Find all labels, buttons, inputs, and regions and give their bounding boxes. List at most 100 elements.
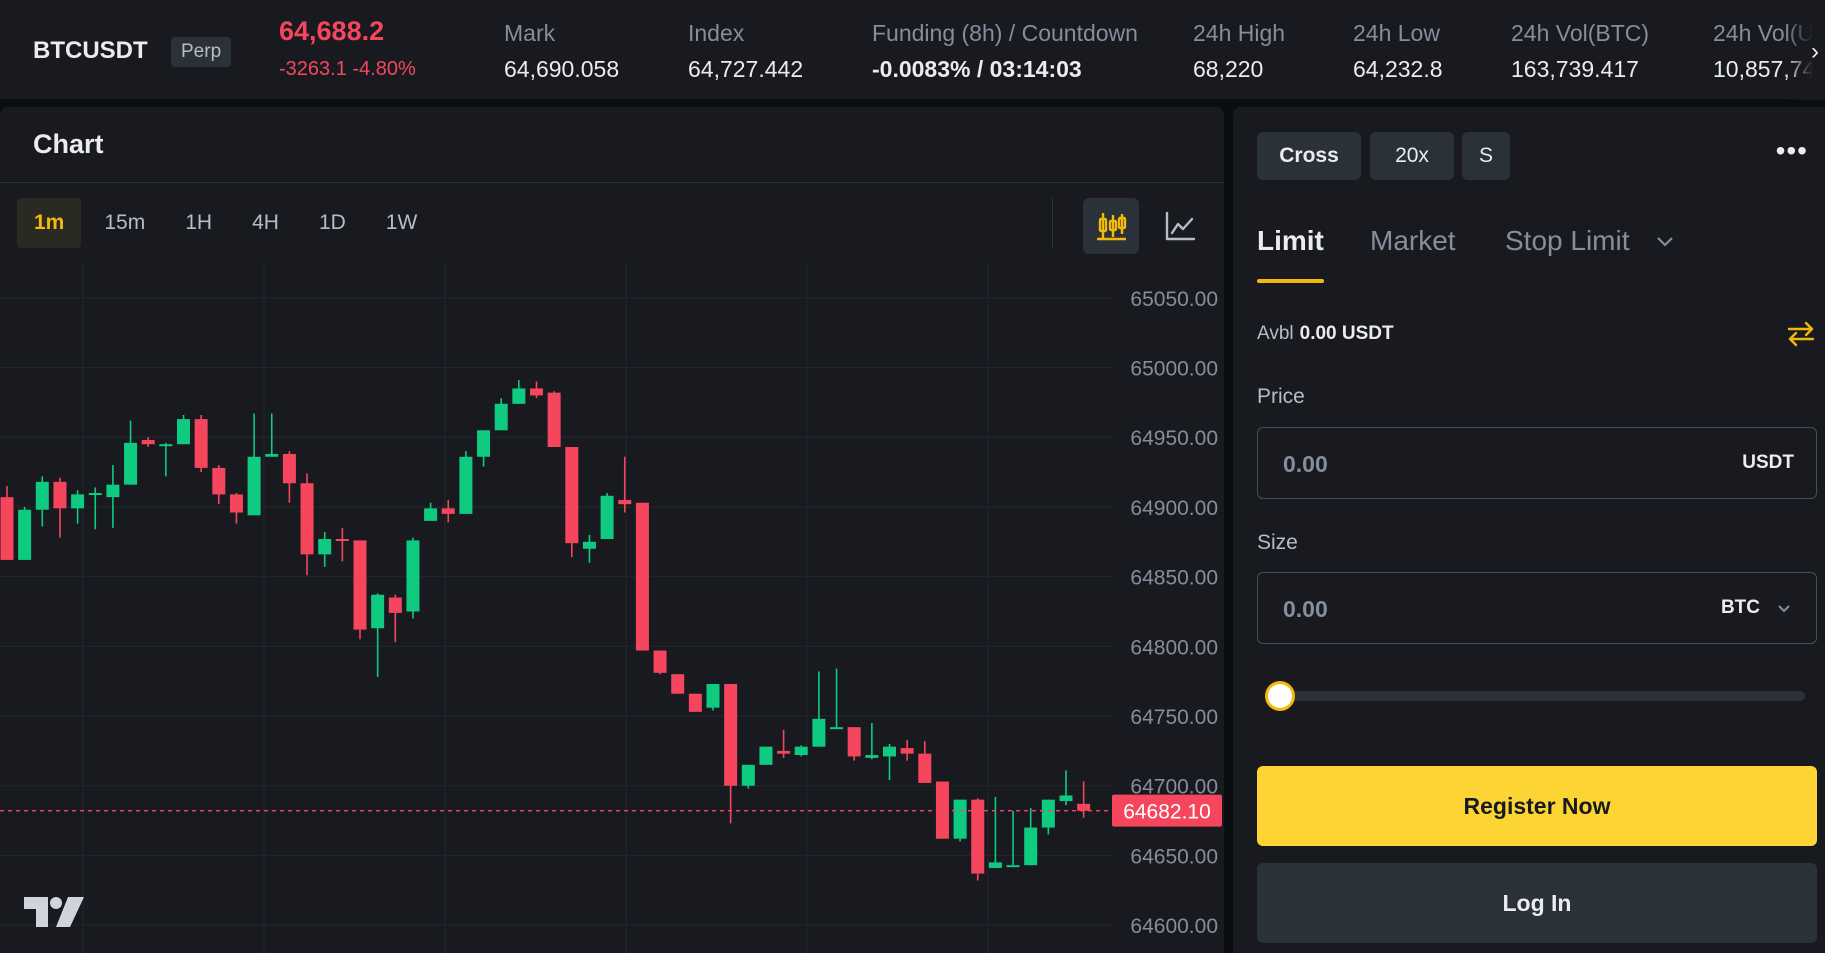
candle-body <box>724 683 738 786</box>
stat-value: -0.0083% / 03:14:03 <box>872 56 1082 82</box>
candle-body <box>159 444 173 447</box>
symbol-name[interactable]: BTCUSDT <box>33 37 148 64</box>
tab-limit[interactable]: Limit <box>1257 225 1324 256</box>
stat-label: 24h Low <box>1353 20 1440 46</box>
price-unit: USDT <box>1742 452 1794 473</box>
stat-label: 24h High <box>1193 20 1286 46</box>
candle-body <box>512 388 526 404</box>
stat-label: 24h Vol(BTC) <box>1511 20 1650 46</box>
tab-market[interactable]: Market <box>1370 225 1456 256</box>
candle-body <box>335 539 349 541</box>
candle-body <box>282 453 296 484</box>
margin-mode-button[interactable]: Cross <box>1257 132 1361 180</box>
last-price: 64,688.2 <box>279 16 385 46</box>
stat-mark: Mark 64,690.058 <box>504 20 619 83</box>
candle-body <box>247 456 261 516</box>
candlestick-chart-button[interactable] <box>1083 198 1139 254</box>
stat-funding: Funding (8h) / Countdown -0.0083% / 03:1… <box>872 20 1138 83</box>
y-tick-label: 64850.00 <box>1130 567 1218 590</box>
interval-1d[interactable]: 1D <box>318 211 346 234</box>
candle-body <box>635 502 649 651</box>
candle-body <box>883 746 896 757</box>
candle-body <box>618 499 632 505</box>
candle-body <box>53 481 67 509</box>
transfer-icon[interactable] <box>1785 318 1817 350</box>
candle-body <box>71 494 85 509</box>
y-tick-label: 64950.00 <box>1130 427 1218 450</box>
candle-body <box>900 748 914 754</box>
y-tick-label: 65000.00 <box>1130 358 1218 381</box>
candle-body <box>88 493 102 495</box>
stat-index: Index 64,727.442 <box>688 20 803 83</box>
chart-title: Chart <box>33 129 104 159</box>
avbl-label: Avbl <box>1257 323 1294 344</box>
candle-body <box>582 541 596 549</box>
size-unit-select[interactable]: BTC <box>1720 597 1760 618</box>
candle-body <box>0 497 14 560</box>
interval-1w[interactable]: 1W <box>385 211 418 234</box>
position-mode-button[interactable]: S <box>1462 132 1510 180</box>
candle-body <box>547 392 561 447</box>
candle-body <box>406 540 420 612</box>
candle-body <box>35 481 49 510</box>
line-chart-button[interactable] <box>1152 198 1208 254</box>
register-button[interactable]: Register Now <box>1257 766 1817 846</box>
current-price-label: 64682.10 <box>1123 801 1211 824</box>
candle-body <box>477 430 491 457</box>
interval-15m[interactable]: 15m <box>104 211 146 234</box>
chart-panel: Chart 1m 15m 1H 4H 1D 1W 65050.00 65000.0… <box>0 107 1224 953</box>
candle-body <box>671 674 685 694</box>
candle-body <box>777 750 791 754</box>
y-tick-label: 65050.00 <box>1130 288 1218 311</box>
candlestick-chart[interactable]: 65050.00 65000.00 64950.00 64900.00 64850.00… <box>0 263 1224 953</box>
price-input[interactable]: 0.00 USDT <box>1257 427 1817 499</box>
candle-body <box>812 718 826 747</box>
candle-body <box>194 419 208 468</box>
candle-body <box>459 456 473 514</box>
candle-body <box>441 508 455 514</box>
size-slider-track[interactable] <box>1277 691 1805 701</box>
candle-body <box>759 746 773 765</box>
tab-stop-limit[interactable]: Stop Limit <box>1505 225 1630 256</box>
interval-1m[interactable]: 1m <box>17 198 82 248</box>
size-value: 0.00 <box>1283 596 1328 622</box>
candle-body <box>141 440 155 445</box>
stat-label: Mark <box>504 20 556 46</box>
candle-body <box>494 403 508 431</box>
size-slider-handle[interactable] <box>1265 681 1295 711</box>
stat-24h-low: 24h Low 64,232.8 <box>1353 20 1443 83</box>
candle-body <box>741 764 755 786</box>
candle-body <box>706 683 720 708</box>
candle-body <box>1041 799 1055 828</box>
ticker-bar: BTCUSDT Perp 64,688.2 -3263.1 -4.80% Mar… <box>0 0 1825 100</box>
toolbar-divider <box>1052 198 1053 248</box>
stat-value: 68,220 <box>1193 56 1264 82</box>
chevron-right-icon[interactable]: › <box>1811 38 1819 65</box>
candle-body <box>124 442 138 485</box>
login-button[interactable]: Log In <box>1257 863 1817 943</box>
candle-body <box>177 419 190 445</box>
candle-body <box>265 453 279 457</box>
candle-body <box>229 494 243 513</box>
divider <box>0 182 1224 183</box>
stat-value: 163,739.417 <box>1511 56 1639 82</box>
interval-4h[interactable]: 4H <box>252 211 279 234</box>
chevron-down-icon[interactable] <box>1776 601 1792 617</box>
candle-body <box>688 693 702 712</box>
candle-body <box>212 467 226 495</box>
candle-body <box>953 799 967 839</box>
avbl-value: 0.00 USDT <box>1299 323 1394 344</box>
interval-1h[interactable]: 1H <box>185 211 213 234</box>
stat-24h-vol-btc: 24h Vol(BTC) 163,739.417 <box>1511 20 1649 83</box>
candle-body <box>653 650 667 673</box>
available-balance: Avbl 0.00 USDT <box>1257 323 1394 345</box>
leverage-button[interactable]: 20x <box>1370 132 1454 180</box>
candlestick-icon <box>1097 213 1127 241</box>
size-input[interactable]: 0.00 BTC <box>1257 572 1817 644</box>
candle-body <box>971 799 985 874</box>
chevron-down-icon[interactable] <box>1654 230 1676 252</box>
order-panel: Cross 20x S ••• Limit Market Stop Limit … <box>1233 107 1825 953</box>
stat-value: 64,727.442 <box>688 56 804 82</box>
more-horizontal-icon[interactable]: ••• <box>1775 135 1808 166</box>
price-label: Price <box>1257 385 1305 408</box>
